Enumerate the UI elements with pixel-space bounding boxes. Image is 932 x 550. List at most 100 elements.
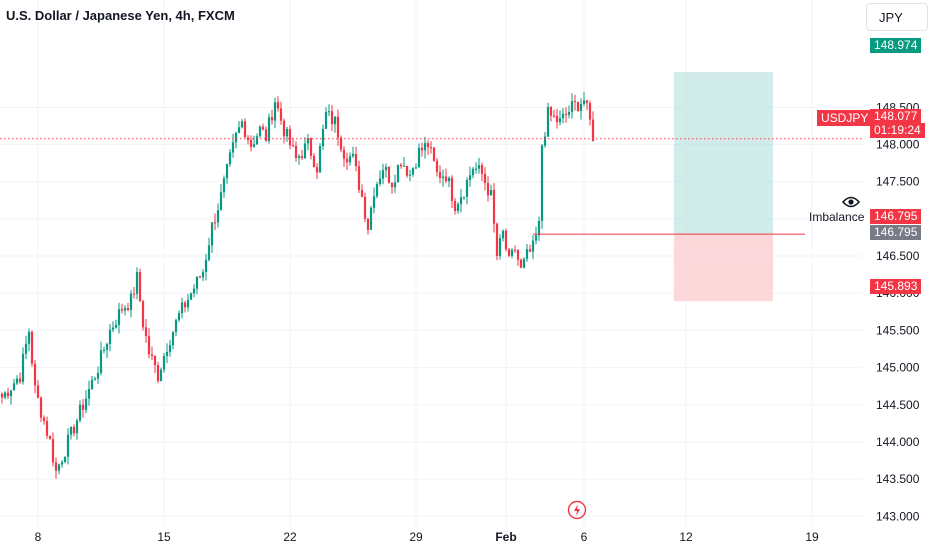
candle-body — [336, 116, 340, 138]
price-lines — [0, 138, 862, 235]
candle-body — [45, 421, 49, 436]
candle-body — [78, 404, 82, 421]
candle-body — [465, 180, 469, 197]
candle — [459, 189, 463, 213]
candle-body — [90, 379, 94, 390]
candle-body — [132, 293, 136, 295]
price-axis[interactable]: 148.500148.000147.500147.000146.500146.0… — [876, 100, 920, 523]
candle-body — [243, 121, 247, 138]
candle — [300, 149, 304, 160]
candle-body — [423, 143, 427, 151]
chart-title: U.S. Dollar / Japanese Yen, 4h, FXCM — [6, 8, 235, 23]
candle — [237, 121, 241, 134]
candle-body — [522, 258, 526, 268]
candle — [18, 372, 22, 384]
candle-body — [360, 189, 364, 197]
candle — [90, 375, 94, 390]
candle — [444, 168, 448, 184]
candle-body — [489, 190, 493, 196]
candle — [513, 245, 517, 254]
candle-body — [537, 220, 541, 236]
candle — [273, 97, 277, 129]
time-axis[interactable]: 8 15 22 29 Feb 6 12 19 — [35, 530, 819, 544]
price-tick-label: 148.000 — [876, 138, 920, 152]
candle-body — [207, 245, 211, 260]
candle-body — [513, 249, 517, 251]
price-tick-label: 146.500 — [876, 249, 920, 263]
candle-body — [285, 129, 289, 137]
candle-body — [570, 101, 574, 112]
candle — [96, 366, 100, 384]
candle — [114, 319, 118, 329]
candle — [342, 146, 346, 167]
candle — [30, 330, 34, 367]
candle-body — [183, 302, 187, 308]
candle — [135, 267, 139, 300]
candle-body — [381, 170, 385, 179]
candle-body — [567, 111, 571, 115]
candle — [315, 163, 319, 179]
candle — [3, 391, 7, 400]
stop-price-label: 145.893 — [870, 279, 922, 294]
candle-body — [576, 101, 580, 111]
candle-body — [264, 129, 268, 141]
candle — [420, 142, 424, 157]
candle — [591, 111, 595, 142]
candle-body — [267, 117, 271, 141]
candle-body — [342, 149, 346, 159]
candle-body — [195, 276, 199, 289]
candle — [405, 165, 409, 178]
candle-body — [174, 320, 178, 332]
candle-body — [225, 164, 229, 179]
candle-body — [234, 133, 238, 143]
candle — [360, 184, 364, 198]
candle-body — [288, 129, 292, 146]
candle — [414, 163, 418, 170]
candle-body — [6, 392, 10, 397]
candle — [258, 125, 262, 138]
candle — [279, 101, 283, 125]
candle — [450, 175, 454, 209]
currency-button[interactable]: JPY — [866, 3, 928, 31]
candle — [549, 105, 553, 122]
candle-body — [480, 165, 484, 174]
candle — [390, 182, 394, 194]
candle-body — [549, 107, 553, 116]
candle — [567, 105, 571, 119]
candle-body — [426, 143, 430, 148]
eye-icon[interactable] — [841, 195, 861, 213]
candle-body — [540, 145, 544, 221]
candle — [345, 152, 349, 171]
candle-body — [366, 218, 370, 230]
candle-body — [435, 160, 439, 172]
candle — [249, 135, 253, 152]
price-tick-label: 143.000 — [876, 509, 920, 523]
position-zones — [674, 72, 773, 302]
candle — [222, 175, 226, 198]
target-price-label: 148.974 — [870, 38, 922, 53]
candle-body — [192, 288, 196, 294]
candle — [504, 228, 508, 252]
candle — [228, 149, 232, 167]
candle — [435, 157, 439, 177]
candle — [570, 93, 574, 119]
candle-body — [42, 417, 46, 422]
candle — [411, 167, 415, 177]
candle — [471, 166, 475, 179]
candle — [324, 107, 328, 130]
candle — [132, 287, 136, 299]
candle-body — [99, 350, 103, 373]
candle — [384, 163, 388, 178]
lightning-icon[interactable] — [567, 500, 587, 525]
candle-body — [447, 177, 451, 182]
candle-body — [441, 176, 445, 179]
candle — [177, 310, 181, 323]
candle-body — [210, 222, 214, 246]
candle — [216, 203, 220, 228]
candle — [171, 331, 175, 350]
candle — [468, 166, 472, 187]
candle-body — [165, 351, 169, 356]
time-tick-label: 12 — [679, 530, 693, 544]
candle-body — [168, 345, 172, 352]
